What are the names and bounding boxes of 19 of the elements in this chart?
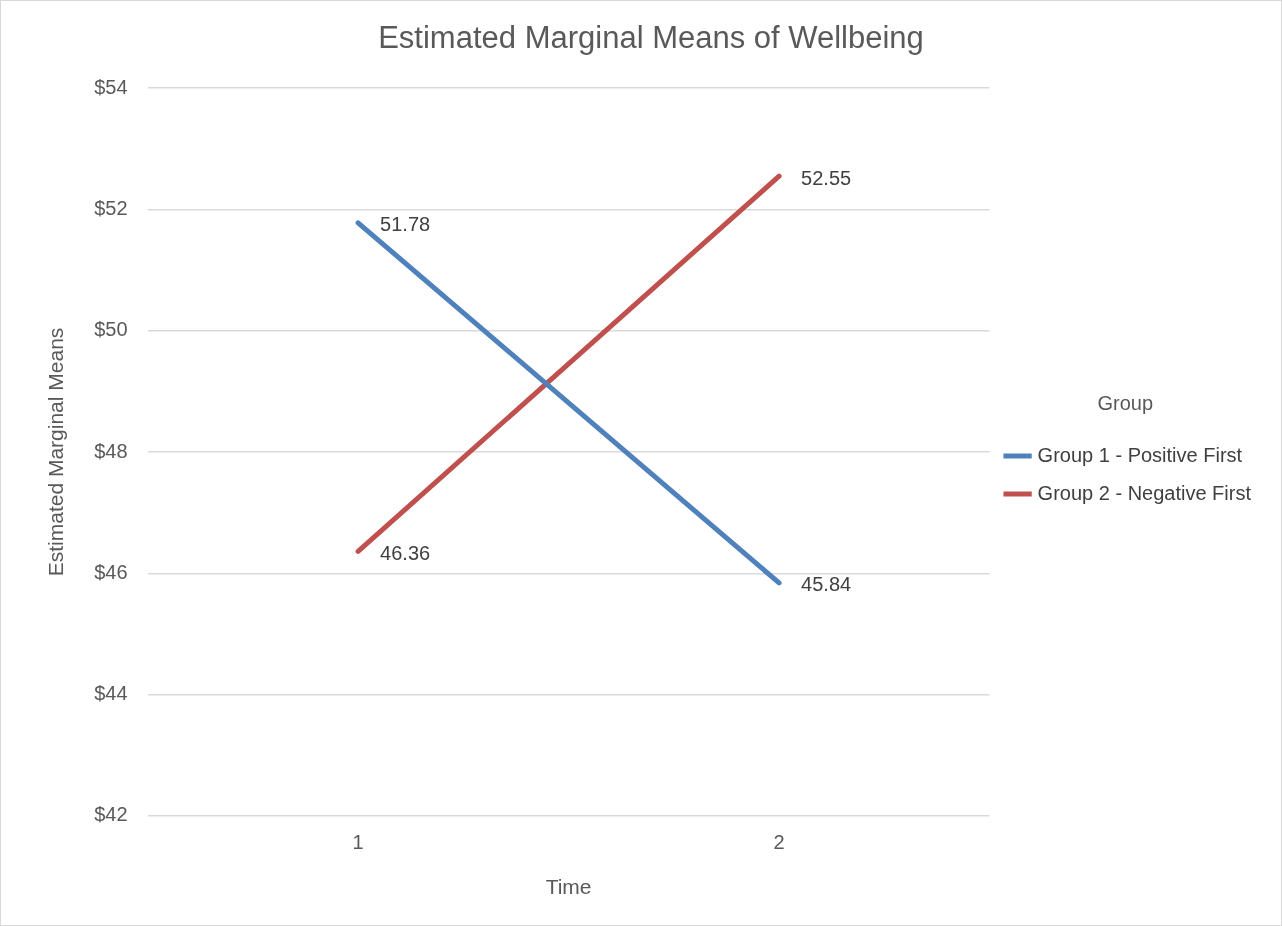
legend-label: Group 2 - Negative First	[1037, 481, 1252, 504]
y-axis-title: Estimated Marginal Means	[44, 327, 68, 577]
x-tick-label: 1	[352, 831, 364, 854]
x-tick-label: 2	[773, 831, 785, 854]
x-axis-title: Time	[545, 875, 592, 899]
data-label: 51.78	[380, 213, 431, 236]
y-tick-label: $54	[94, 75, 128, 98]
data-label: 45.84	[801, 573, 852, 596]
y-tick-label: $42	[94, 803, 128, 826]
y-tick-label: $52	[94, 196, 128, 219]
y-tick-label: $50	[94, 318, 128, 341]
y-tick-label: $48	[94, 439, 128, 462]
legend-title: Group	[1097, 391, 1154, 414]
data-label: 52.55	[801, 166, 852, 189]
legend-label: Group 1 - Positive First	[1037, 443, 1243, 466]
y-tick-label: $44	[94, 682, 128, 705]
y-tick-label: $46	[94, 560, 128, 583]
data-label: 46.36	[380, 541, 431, 564]
chart-title: Estimated Marginal Means of Wellbeing	[378, 20, 924, 56]
